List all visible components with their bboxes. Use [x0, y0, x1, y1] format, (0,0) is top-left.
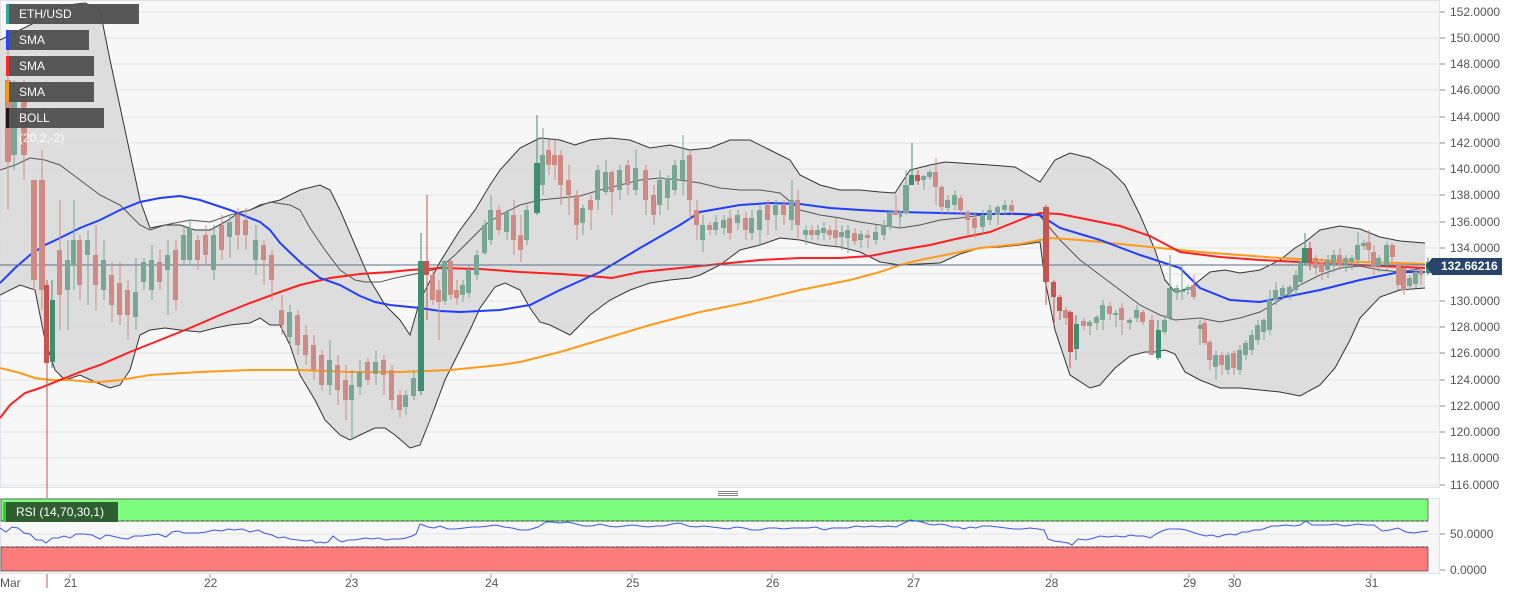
price-tick: 136.0000 — [1450, 215, 1501, 229]
price-axis-ticks — [1440, 11, 1445, 486]
time-axis-ticks — [69, 574, 1372, 578]
price-tick: 144.0000 — [1450, 110, 1501, 124]
time-tick: 31 — [1365, 576, 1379, 590]
pane-resize-handle[interactable] — [718, 491, 738, 497]
rsi-line — [0, 519, 1429, 546]
price-tick: 118.0000 — [1450, 451, 1500, 465]
legend-item-sma100[interactable]: SMA (100,0) — [6, 56, 94, 93]
time-tick: 28 — [1045, 576, 1059, 590]
time-tick: Mar — [0, 576, 21, 590]
price-tick: 124.0000 — [1450, 373, 1501, 387]
rsi-oversold-zone — [0, 546, 1429, 572]
price-tick: 142.0000 — [1450, 136, 1501, 150]
time-tick: 27 — [907, 576, 921, 590]
rsi-tick: 0.0000 — [1450, 563, 1487, 577]
price-tick: 128.0000 — [1450, 320, 1501, 334]
time-tick: 21 — [64, 576, 78, 590]
legend-item-boll[interactable]: BOLL (20,2,-2) — [6, 108, 104, 145]
price-tick: 138.0000 — [1450, 188, 1501, 202]
time-tick: 25 — [626, 576, 640, 590]
price-tick: 146.0000 — [1450, 83, 1501, 97]
price-tick: 116.0000 — [1450, 478, 1500, 492]
price-tick: 134.0000 — [1450, 241, 1501, 255]
price-tick: 120.0000 — [1450, 425, 1501, 439]
price-tick: 150.0000 — [1450, 31, 1501, 45]
price-tick: 122.0000 — [1450, 399, 1501, 413]
time-tick: 29 — [1183, 576, 1197, 590]
legend-item-ethusd[interactable]: ETH/USD — [6, 4, 139, 24]
time-tick: 26 — [766, 576, 780, 590]
legend-item-sma200[interactable]: SMA (200,0) — [6, 82, 94, 119]
price-tick: 152.0000 — [1450, 5, 1501, 19]
candlesticks[interactable] — [5, 40, 1431, 588]
price-tick: 148.0000 — [1450, 57, 1501, 71]
sma-100-line — [0, 211, 1426, 419]
sma-50-line — [0, 194, 1425, 314]
time-tick: 30 — [1228, 576, 1242, 590]
sma-200-line — [0, 236, 1426, 383]
rsi-legend-label[interactable]: RSI (14,70,30,1) — [3, 502, 119, 522]
time-tick: 24 — [485, 576, 499, 590]
price-tick: 126.0000 — [1450, 346, 1501, 360]
rsi-overbought-zone — [0, 498, 1429, 522]
indicator-legend: ETH/USD SMA (50,0) SMA (100,0) SMA (200,… — [6, 4, 139, 145]
current-price-tag: 132.66216 — [1426, 258, 1502, 275]
price-tick: 140.0000 — [1450, 162, 1501, 176]
time-tick: 22 — [204, 576, 218, 590]
price-tick: 130.0000 — [1450, 294, 1501, 308]
bollinger-middle-line — [0, 157, 1426, 323]
legend-item-sma50[interactable]: SMA (50,0) — [6, 30, 89, 67]
time-tick: 23 — [345, 576, 359, 590]
rsi-tick: 50.0000 — [1450, 527, 1494, 541]
